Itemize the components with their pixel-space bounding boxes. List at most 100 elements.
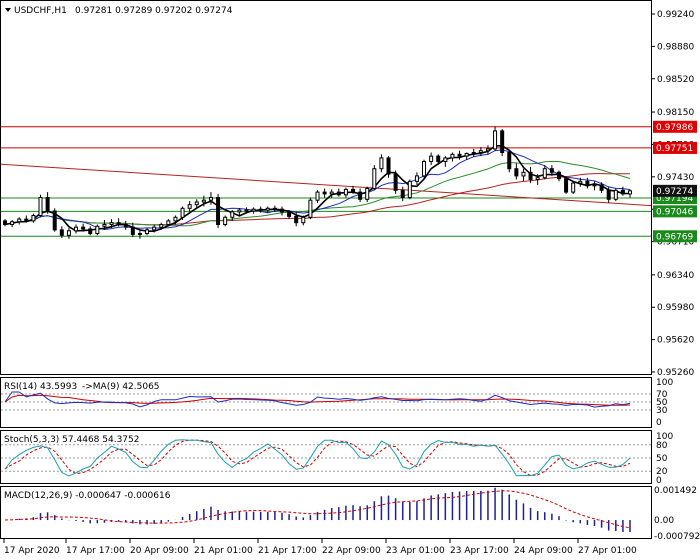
candle [606, 186, 611, 203]
candle [628, 189, 632, 198]
candle-body [38, 196, 43, 216]
candle-body [279, 208, 284, 213]
x-axis: 17 Apr 2020 17 Apr 17:00 20 Apr 09:00 21 Ap… [3, 539, 637, 556]
candle [542, 165, 547, 180]
candle-body [301, 216, 306, 224]
candle [45, 192, 50, 214]
price-tag [653, 184, 697, 197]
x-tick-label: 23 Apr 01:00 [386, 546, 445, 556]
candle [450, 152, 455, 162]
candle [279, 206, 284, 216]
candle [528, 166, 533, 184]
candle [429, 152, 434, 166]
candle-body [393, 173, 398, 191]
candle [457, 150, 462, 160]
candle [123, 220, 128, 230]
candles [3, 126, 632, 239]
candle-body [109, 222, 114, 225]
y-tick-label: 0.97430 [657, 173, 694, 183]
rsi-tick-label: 100 [656, 378, 673, 388]
candle-body [102, 223, 107, 227]
candle [343, 187, 348, 198]
candle-body [407, 180, 412, 198]
candle [194, 199, 199, 209]
candle-body [145, 229, 150, 234]
candle [393, 170, 398, 194]
price-tag [653, 230, 697, 243]
candle-body [237, 209, 242, 213]
y-tick-label: 0.96340 [657, 271, 694, 281]
rsi-tick-label: 0 [656, 418, 662, 428]
stoch-pane-frame [0, 430, 652, 484]
candle [336, 188, 341, 197]
candle-body [24, 218, 29, 222]
candle-body [116, 222, 121, 225]
x-tick-label: 21 Apr 01:00 [194, 546, 253, 556]
candle-body [95, 225, 100, 234]
candle [443, 156, 448, 167]
candle-body [159, 223, 164, 228]
candle [599, 182, 604, 193]
candle-body [17, 218, 22, 223]
candle [17, 217, 22, 225]
candle-body [66, 230, 71, 236]
candle [514, 163, 519, 180]
candle-body [422, 161, 427, 177]
candle-body [130, 226, 135, 235]
candle [66, 228, 71, 239]
moving-averages [4, 145, 631, 232]
candle-body [272, 207, 277, 210]
y-tick-label: 0.98150 [657, 108, 694, 118]
candle-body [329, 191, 334, 195]
candle-body [81, 226, 86, 230]
candle-body [223, 216, 228, 225]
candle-body [485, 148, 490, 152]
candle [365, 186, 370, 202]
candle-body [45, 196, 50, 212]
candle [145, 228, 150, 236]
candle-body [52, 210, 57, 231]
candle [578, 177, 583, 187]
candle [471, 148, 476, 158]
main-header: USDCHF,H1 0.97281 0.97289 0.97202 0.9727… [5, 6, 233, 16]
x-tick-label: 20 Apr 09:00 [130, 546, 189, 556]
stoch-signal-line [4, 439, 631, 477]
candle-body [208, 196, 213, 201]
candle [322, 188, 327, 198]
candle-body [88, 228, 93, 234]
candle-body [3, 220, 7, 225]
candle [592, 181, 597, 191]
candle-body [585, 180, 590, 187]
price-tag-label: 0.97274 [656, 187, 693, 197]
candle-body [287, 211, 292, 217]
candle [329, 189, 334, 198]
y-tick-label: 0.96710 [657, 238, 694, 248]
candle-body [351, 188, 356, 193]
candle [500, 129, 505, 157]
main-pane-frame [0, 0, 652, 375]
candle [159, 222, 164, 230]
candle [400, 186, 405, 202]
candle [521, 168, 526, 182]
price-tag-label: 0.97751 [656, 144, 693, 154]
stoch-label: Stoch(5,3,3) 57.4468 54.3752 [4, 435, 139, 445]
x-tick-label: 21 Apr 17:00 [258, 546, 317, 556]
candle-body [322, 191, 327, 195]
dropdown-triangle-icon [5, 8, 11, 12]
candle [223, 215, 228, 227]
candle-body [365, 188, 370, 200]
candle [478, 147, 483, 157]
candle [265, 206, 270, 213]
candle-body [166, 220, 171, 225]
rsi-tick-label: 50 [656, 398, 668, 408]
price-tag-label: 0.97986 [656, 123, 693, 133]
candle [620, 186, 625, 196]
candle [3, 219, 7, 227]
x-tick-label: 24 Apr 09:00 [514, 546, 573, 556]
candle [208, 192, 213, 205]
candle-body [599, 184, 604, 191]
candle-body [194, 201, 199, 206]
candle [59, 226, 64, 238]
candle [38, 194, 43, 218]
